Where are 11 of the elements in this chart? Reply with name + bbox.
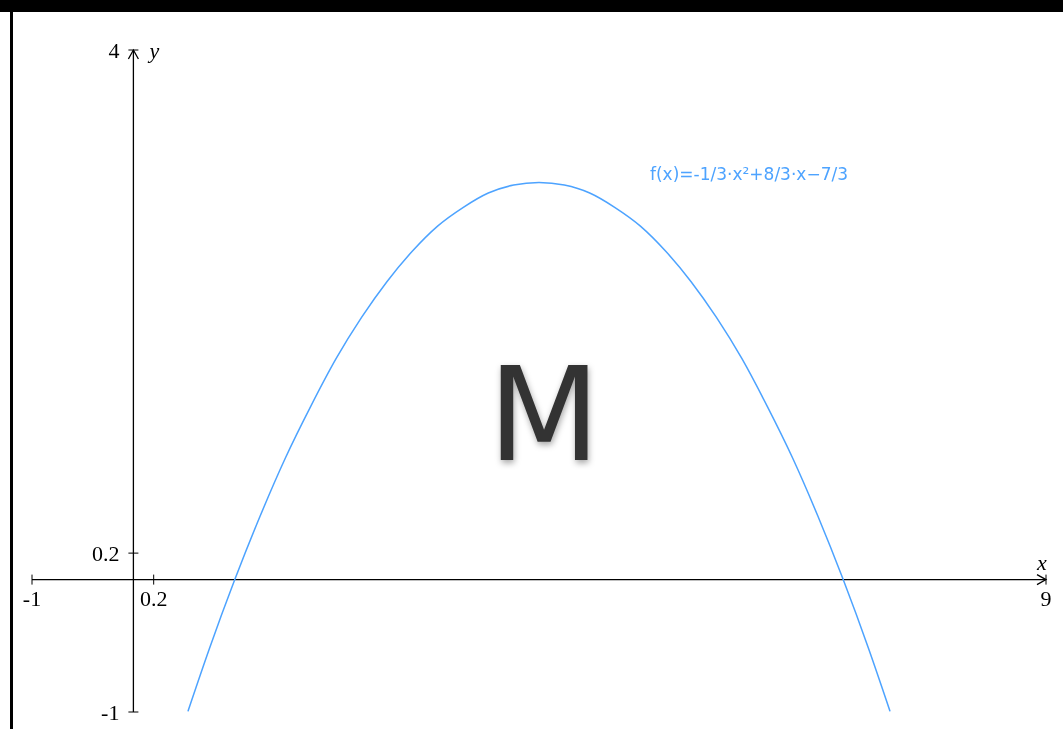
text: f(x)=-1/3·x²+8/3·x−7/3 bbox=[650, 164, 848, 184]
y-tick-label: 0.2 bbox=[91, 540, 120, 566]
y-axis-title: y bbox=[147, 38, 160, 63]
y-tick-label: 4 bbox=[108, 37, 120, 63]
x-tick-label: 0.2 bbox=[139, 585, 168, 611]
line-series bbox=[187, 181, 891, 712]
y-tick-label: -1 bbox=[101, 699, 120, 725]
x-tick-label: -1 bbox=[22, 585, 42, 611]
x-tick-label: 9 bbox=[1040, 585, 1052, 611]
x-axis-title: x bbox=[1036, 549, 1048, 575]
annotation: M bbox=[487, 339, 601, 491]
